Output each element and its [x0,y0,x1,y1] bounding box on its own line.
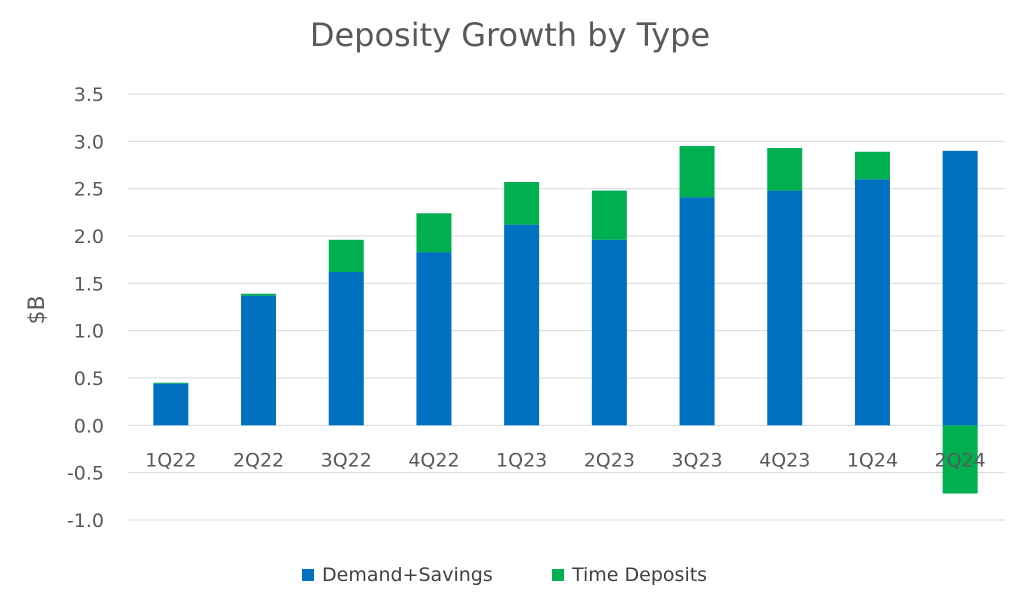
y-tick-label: 0.0 [74,415,104,437]
x-tick-label: 3Q22 [321,449,372,471]
x-tick-label: 1Q24 [847,449,898,471]
legend-swatch-time-deposits [552,569,564,581]
bar-demand-savings [241,295,277,426]
x-tick-label: 2Q23 [584,449,635,471]
y-tick-label: -0.5 [67,463,104,485]
bar-demand-savings [416,252,452,426]
chart-title: Deposity Growth by Type [310,16,710,54]
bar-time-deposits [854,151,890,180]
bars [153,146,978,494]
bar-time-deposits [416,213,452,253]
x-tick-label: 1Q22 [145,449,196,471]
x-tick-label: 2Q22 [233,449,284,471]
y-tick-label: 0.5 [74,368,104,390]
bar-demand-savings [854,179,890,426]
bar-time-deposits [942,425,978,494]
bar-demand-savings [591,239,627,426]
y-tick-label: 1.5 [74,273,104,295]
legend-swatch-demand-savings [302,569,314,581]
bar-demand-savings [504,224,540,426]
legend: Demand+Savings Time Deposits [302,564,707,586]
bar-time-deposits [328,239,364,272]
y-tick-label: 3.5 [74,84,104,106]
bar-time-deposits [504,182,540,225]
bar-demand-savings [942,150,978,426]
y-tick-label: 2.5 [74,179,104,201]
x-axis-ticks: 1Q22 2Q22 3Q22 4Q22 1Q23 2Q23 3Q23 4Q23 1Q24 2Q24 [145,449,986,471]
bar-demand-savings [679,197,715,426]
x-tick-label: 3Q23 [671,449,722,471]
y-axis-label: $B [25,295,50,324]
bar-time-deposits [241,293,277,296]
y-tick-label: 3.0 [74,131,104,153]
x-tick-label: 4Q23 [759,449,810,471]
bar-time-deposits [679,146,715,198]
y-tick-label: -1.0 [67,510,104,532]
bar-demand-savings [153,383,189,426]
legend-label-time-deposits: Time Deposits [571,564,707,586]
x-tick-label: 2Q24 [935,449,986,471]
bar-time-deposits [767,147,803,191]
x-tick-label: 4Q22 [408,449,459,471]
y-tick-label: 1.0 [74,321,104,343]
y-tick-label: 2.0 [74,226,104,248]
x-tick-label: 1Q23 [496,449,547,471]
legend-label-demand-savings: Demand+Savings [322,564,493,586]
bar-time-deposits [153,382,189,384]
bar-demand-savings [767,190,803,426]
bar-time-deposits [591,190,627,240]
bar-demand-savings [328,271,364,426]
y-axis-ticks: -1.0 -0.5 0.0 0.5 1.0 1.5 2.0 2.5 3.0 3.5 [67,84,104,532]
